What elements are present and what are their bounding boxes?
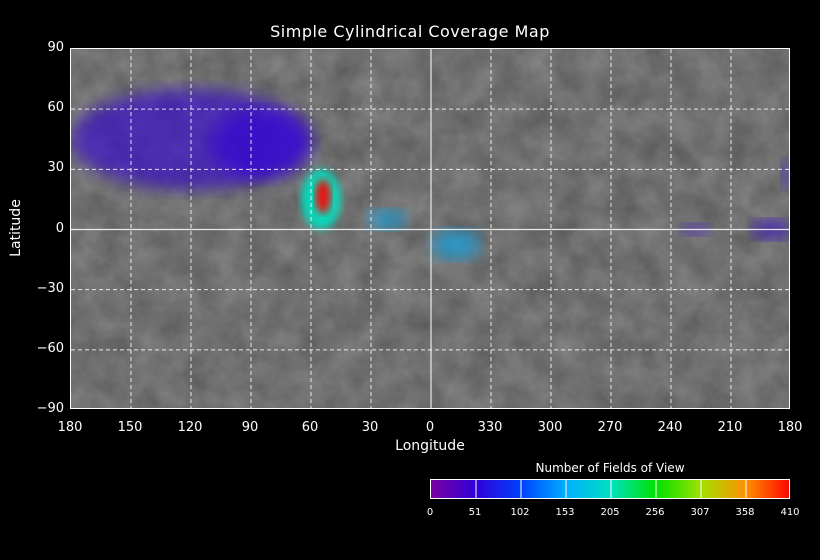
coverage-region bbox=[431, 229, 481, 260]
coverage-region bbox=[211, 109, 311, 180]
x-tick-label: 30 bbox=[361, 420, 379, 435]
y-tick-label: 90 bbox=[47, 40, 64, 55]
colorbar-tick-label: 256 bbox=[645, 507, 665, 518]
x-tick-label: 90 bbox=[241, 420, 259, 435]
colorbar bbox=[430, 479, 790, 499]
colorbar-tick-label: 358 bbox=[735, 507, 755, 518]
colorbar-tick-label: 102 bbox=[510, 507, 530, 518]
colorbar-tick-label: 205 bbox=[600, 507, 620, 518]
x-tick-label: 120 bbox=[177, 420, 203, 435]
x-tick-label: 0 bbox=[425, 420, 435, 435]
x-tick-label: 180 bbox=[777, 420, 803, 435]
coverage-region bbox=[781, 159, 789, 190]
y-tick-label: 0 bbox=[55, 220, 64, 236]
x-tick-label: 180 bbox=[57, 420, 83, 435]
coverage-map[interactable] bbox=[70, 48, 790, 409]
x-tick-label: 240 bbox=[657, 420, 683, 435]
x-tick-label: 270 bbox=[597, 420, 623, 435]
y-tick-label: −90 bbox=[36, 401, 64, 416]
y-tick-label: 30 bbox=[47, 160, 64, 176]
colorbar-tick-label: 51 bbox=[468, 507, 482, 518]
y-tick-label: −30 bbox=[36, 280, 64, 296]
colorbar-tick-label: 410 bbox=[780, 507, 800, 518]
colorbar-title: Number of Fields of View bbox=[535, 461, 685, 475]
x-tick-label: 150 bbox=[117, 420, 143, 435]
y-tick-label: −60 bbox=[36, 340, 64, 356]
x-tick-label: 210 bbox=[717, 420, 743, 435]
map-title: Simple Cylindrical Coverage Map bbox=[270, 22, 550, 41]
x-tick-label: 300 bbox=[537, 420, 563, 435]
colorbar-tick-label: 153 bbox=[555, 507, 575, 518]
y-axis-label: Latitude bbox=[8, 199, 24, 257]
colorbar-tick-label: 307 bbox=[690, 507, 710, 518]
x-tick-label: 60 bbox=[301, 420, 319, 435]
x-axis-label: Longitude bbox=[395, 438, 465, 454]
colorbar-tick-label: 0 bbox=[426, 507, 434, 518]
coverage-region bbox=[367, 209, 407, 230]
coverage-region bbox=[315, 179, 331, 214]
x-tick-label: 330 bbox=[477, 420, 503, 435]
y-tick-label: 60 bbox=[47, 100, 64, 116]
